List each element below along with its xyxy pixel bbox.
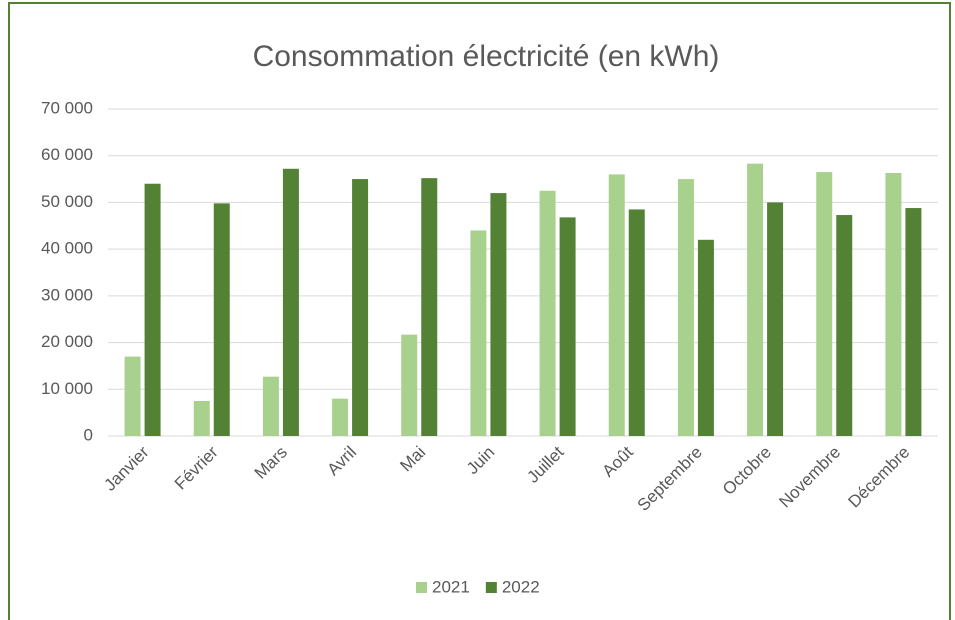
x-tick-label: Septembre bbox=[634, 443, 706, 515]
chart-border bbox=[8, 2, 951, 620]
legend-label: 2021 bbox=[432, 577, 470, 596]
x-tick-label: Août bbox=[599, 442, 637, 480]
legend-swatch bbox=[416, 582, 427, 593]
x-tick-label: Juin bbox=[463, 443, 498, 478]
y-tick-label: 50 000 bbox=[41, 192, 93, 211]
bar bbox=[747, 163, 764, 437]
y-tick-label: 10 000 bbox=[41, 379, 93, 398]
x-tick-label: Octobre bbox=[719, 443, 775, 499]
bar bbox=[539, 190, 556, 436]
bar bbox=[470, 230, 487, 436]
y-tick-label: 60 000 bbox=[41, 145, 93, 164]
y-tick-label: 30 000 bbox=[41, 285, 93, 304]
bar bbox=[608, 174, 625, 436]
bar bbox=[885, 172, 902, 436]
bar bbox=[559, 217, 576, 436]
y-tick-label: 0 bbox=[84, 425, 93, 444]
bar bbox=[677, 179, 694, 437]
chart-title: Consommation électricité (en kWh) bbox=[253, 40, 720, 73]
x-tick-label: Avril bbox=[323, 443, 360, 480]
bar bbox=[490, 193, 507, 436]
bar bbox=[421, 178, 438, 436]
bar bbox=[144, 183, 161, 436]
x-tick-label: Novembre bbox=[775, 443, 844, 512]
bar bbox=[905, 208, 922, 436]
bar bbox=[697, 239, 714, 436]
y-tick-label: 70 000 bbox=[41, 98, 93, 117]
x-tick-label: Février bbox=[171, 442, 222, 493]
bar bbox=[262, 376, 279, 436]
bar bbox=[352, 179, 369, 437]
x-tick-label: Mai bbox=[396, 443, 429, 476]
bar bbox=[816, 172, 833, 437]
y-tick-label: 20 000 bbox=[41, 332, 93, 351]
legend-swatch bbox=[485, 582, 497, 593]
x-tick-label: Janvier bbox=[100, 442, 152, 494]
y-tick-label: 40 000 bbox=[41, 239, 93, 258]
x-tick-label: Mars bbox=[251, 443, 291, 483]
bar bbox=[213, 203, 230, 436]
legend-label: 2022 bbox=[502, 577, 540, 596]
bar bbox=[836, 215, 853, 436]
bar bbox=[193, 400, 210, 436]
bar bbox=[282, 168, 299, 436]
bar bbox=[124, 356, 141, 436]
bar bbox=[332, 398, 349, 436]
bar bbox=[401, 334, 418, 436]
x-tick-label: Décembre bbox=[845, 443, 914, 512]
bar bbox=[628, 209, 645, 436]
bar bbox=[767, 202, 784, 436]
x-tick-label: Juillet bbox=[523, 442, 567, 486]
